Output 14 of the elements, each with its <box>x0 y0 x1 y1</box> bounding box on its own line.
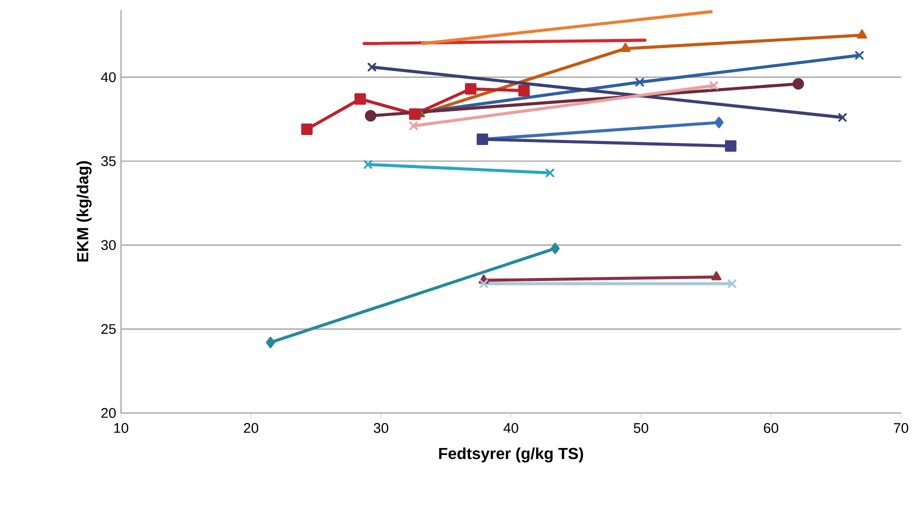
y-tick-label: 20 <box>101 408 116 418</box>
x-tick-label: 10 <box>114 423 128 433</box>
x-tick-label: 70 <box>894 423 908 433</box>
x-tick-label: 40 <box>504 423 518 433</box>
x-tick-label: 50 <box>634 423 648 433</box>
x-tick-label: 20 <box>244 423 258 433</box>
x-tick-label: 60 <box>764 423 778 433</box>
y-tick-label: 30 <box>101 240 116 250</box>
y-tick-label: 40 <box>101 72 116 82</box>
y-axis-title: EKM (kg/dag) <box>76 161 92 262</box>
x-tick-label: 30 <box>374 423 388 433</box>
y-tick-label: 25 <box>101 324 116 334</box>
y-tick-label: 35 <box>101 156 116 166</box>
x-axis-title: Fedtsyrer (g/kg TS) <box>439 447 584 462</box>
